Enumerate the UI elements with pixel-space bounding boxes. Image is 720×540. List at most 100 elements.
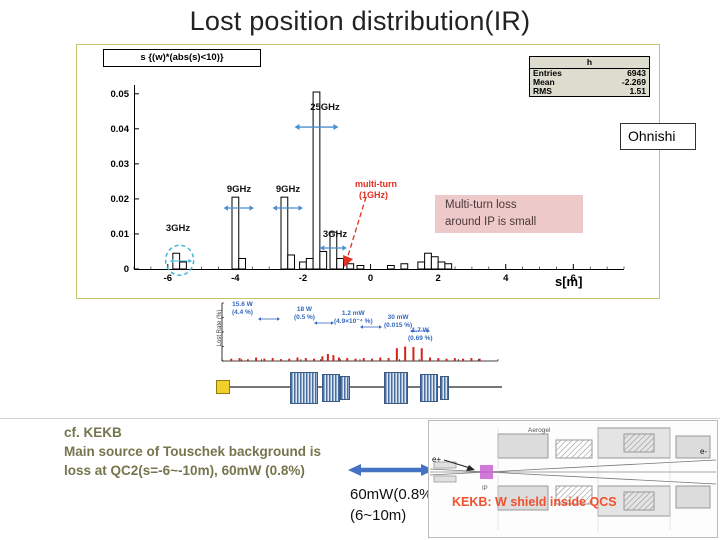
stats-value: -2.269 (621, 77, 646, 87)
hist-bar (231, 196, 240, 270)
ip-region-marker (480, 465, 493, 479)
lost-rate-point (379, 357, 382, 361)
inset-annotation-line: (4.9×10⁻⁴ %) (334, 317, 373, 325)
lost-rate-point (304, 358, 307, 361)
loss-power-value: 60mW(0.8%) (350, 486, 438, 503)
hist-bar (346, 263, 355, 270)
y-tick-label: 0 (124, 264, 129, 275)
hist-bar (329, 231, 338, 270)
inset-annotation-line: (0.5 %) (294, 313, 315, 321)
stats-row-entries: Entries 6943 (530, 69, 649, 78)
y-tick-label: 0.01 (111, 229, 130, 240)
y-tick-label: 0.05 (111, 89, 130, 100)
inset-annotation: 1.2 mW (4.9×10⁻⁴ %) (334, 310, 373, 325)
lost-rate-point (478, 358, 481, 361)
inset-annotation-line: (0.015 %) (384, 321, 413, 329)
annotation-multiturn-freq: (1GHz) (359, 190, 388, 200)
detector-marker (216, 380, 230, 394)
hist-bar (356, 264, 365, 270)
lost-rate-point (429, 357, 431, 361)
annotation-9ghz-left: 9GHz (226, 184, 252, 195)
annotation-3ghz-right: 3GHz (322, 229, 348, 240)
stats-label: RMS (533, 86, 552, 96)
annotation-9ghz-right: 9GHz (275, 184, 301, 195)
inset-y-axis-label: Lost Rate (%) (217, 309, 223, 347)
hist-bar (386, 264, 395, 270)
inset-annotation-line: (0.69 %) (408, 334, 433, 342)
ir-technical-drawing: e+ e- Aerogel IP (428, 420, 718, 538)
lost-rate-point (412, 347, 415, 361)
section-divider (0, 418, 720, 419)
magnet-block (440, 376, 449, 400)
lost-rate-point (321, 356, 324, 361)
hist-bar (430, 256, 439, 270)
hist-bar (312, 91, 321, 270)
hist-bar (437, 261, 446, 270)
stats-label: Mean (533, 77, 555, 87)
dashed-circle-highlight (164, 244, 195, 276)
author-box: Ohnishi (620, 123, 696, 150)
x-tick-label: 2 (435, 273, 440, 284)
y-tick-label: 0.02 (111, 194, 130, 205)
annotation-3ghz-left: 3GHz (165, 223, 191, 234)
inset-panel: Lost Rate (%) 15.6 W (4.4 %) 18 W (0.5 %… (214, 297, 504, 419)
inset-annotation-line: 18 W (296, 306, 313, 313)
x-tick-label: 0 (368, 273, 373, 284)
main-chart-panel: s {(w)*(abs(s)<10)} h Entries 6943 Mean … (76, 44, 660, 299)
lost-rate-point (470, 358, 473, 361)
lost-rate-point (337, 357, 340, 361)
hist-bar (319, 250, 328, 270)
ip-label: IP (482, 486, 488, 492)
lost-rate-point (404, 346, 407, 361)
lost-rate-point (238, 358, 241, 361)
hist-bar (400, 263, 409, 270)
hist-bar (238, 257, 247, 270)
y-tick-label: 0.03 (111, 159, 130, 170)
lost-rate-point (332, 355, 335, 361)
inset-annotation: 1.7 W (0.69 %) (408, 327, 433, 342)
range-arrow (348, 464, 434, 476)
stats-row-mean: Mean -2.269 (530, 78, 649, 87)
inset-annotation-line: 1.2 mW (341, 310, 365, 317)
lost-rate-point (420, 348, 423, 361)
inset-annotation: 15.6 W (4.4 %) (232, 301, 253, 316)
drawing-shapes (428, 420, 718, 538)
hist-bar (444, 263, 453, 270)
kekb-note-line: cf. KEKB (64, 425, 122, 440)
multiturn-note-box: Multi-turn loss around IP is small (435, 195, 583, 233)
lost-rate-point (371, 358, 374, 361)
lost-rate-point (362, 358, 365, 361)
inset-annotation-line: 1.7 W (411, 327, 429, 334)
magnet-block (290, 372, 318, 404)
multiturn-note-line: Multi-turn loss (445, 199, 517, 211)
x-tick-label: -4 (231, 273, 240, 284)
kekb-note: cf. KEKB Main source of Touschek backgro… (64, 423, 321, 480)
lost-rate-point (445, 358, 448, 361)
lost-rate-point (296, 357, 299, 361)
kekb-note-line: Main source of Touschek background is (64, 444, 322, 459)
lost-rate-point (326, 354, 329, 361)
inset-annotation-line: 30 mW (387, 314, 409, 321)
e-plus-label: e+ (432, 455, 441, 464)
lost-rate-point (387, 358, 390, 361)
multiturn-note-line: around IP is small (445, 216, 537, 228)
x-tick-label: -6 (164, 273, 172, 284)
magnet-block (384, 372, 408, 404)
lost-rate-point (279, 359, 282, 361)
x-axis-label: s[m] (555, 274, 583, 289)
x-tick-label: 4 (503, 273, 509, 284)
inset-annotation-line: 15.6 W (232, 301, 253, 308)
lost-rate-point (263, 358, 266, 361)
lost-rate-point (437, 358, 440, 361)
x-tick-label: 6 (571, 273, 576, 284)
stats-value: 1.51 (629, 86, 646, 96)
histogram-plot: -6 -4 -2 0 2 4 6 0 0.01 0.02 0.03 0.04 0.05 (111, 85, 625, 284)
stats-box: h Entries 6943 Mean -2.269 RMS 1.51 (529, 56, 650, 97)
inset-annotation-line: (4.4 %) (232, 308, 253, 316)
multiturn-arrow (346, 196, 367, 260)
beam-axis-line (216, 386, 502, 388)
lost-rate-point (354, 358, 357, 361)
slide-title: Lost position distribution(IR) (189, 6, 531, 36)
beamline-schematic (214, 369, 504, 409)
